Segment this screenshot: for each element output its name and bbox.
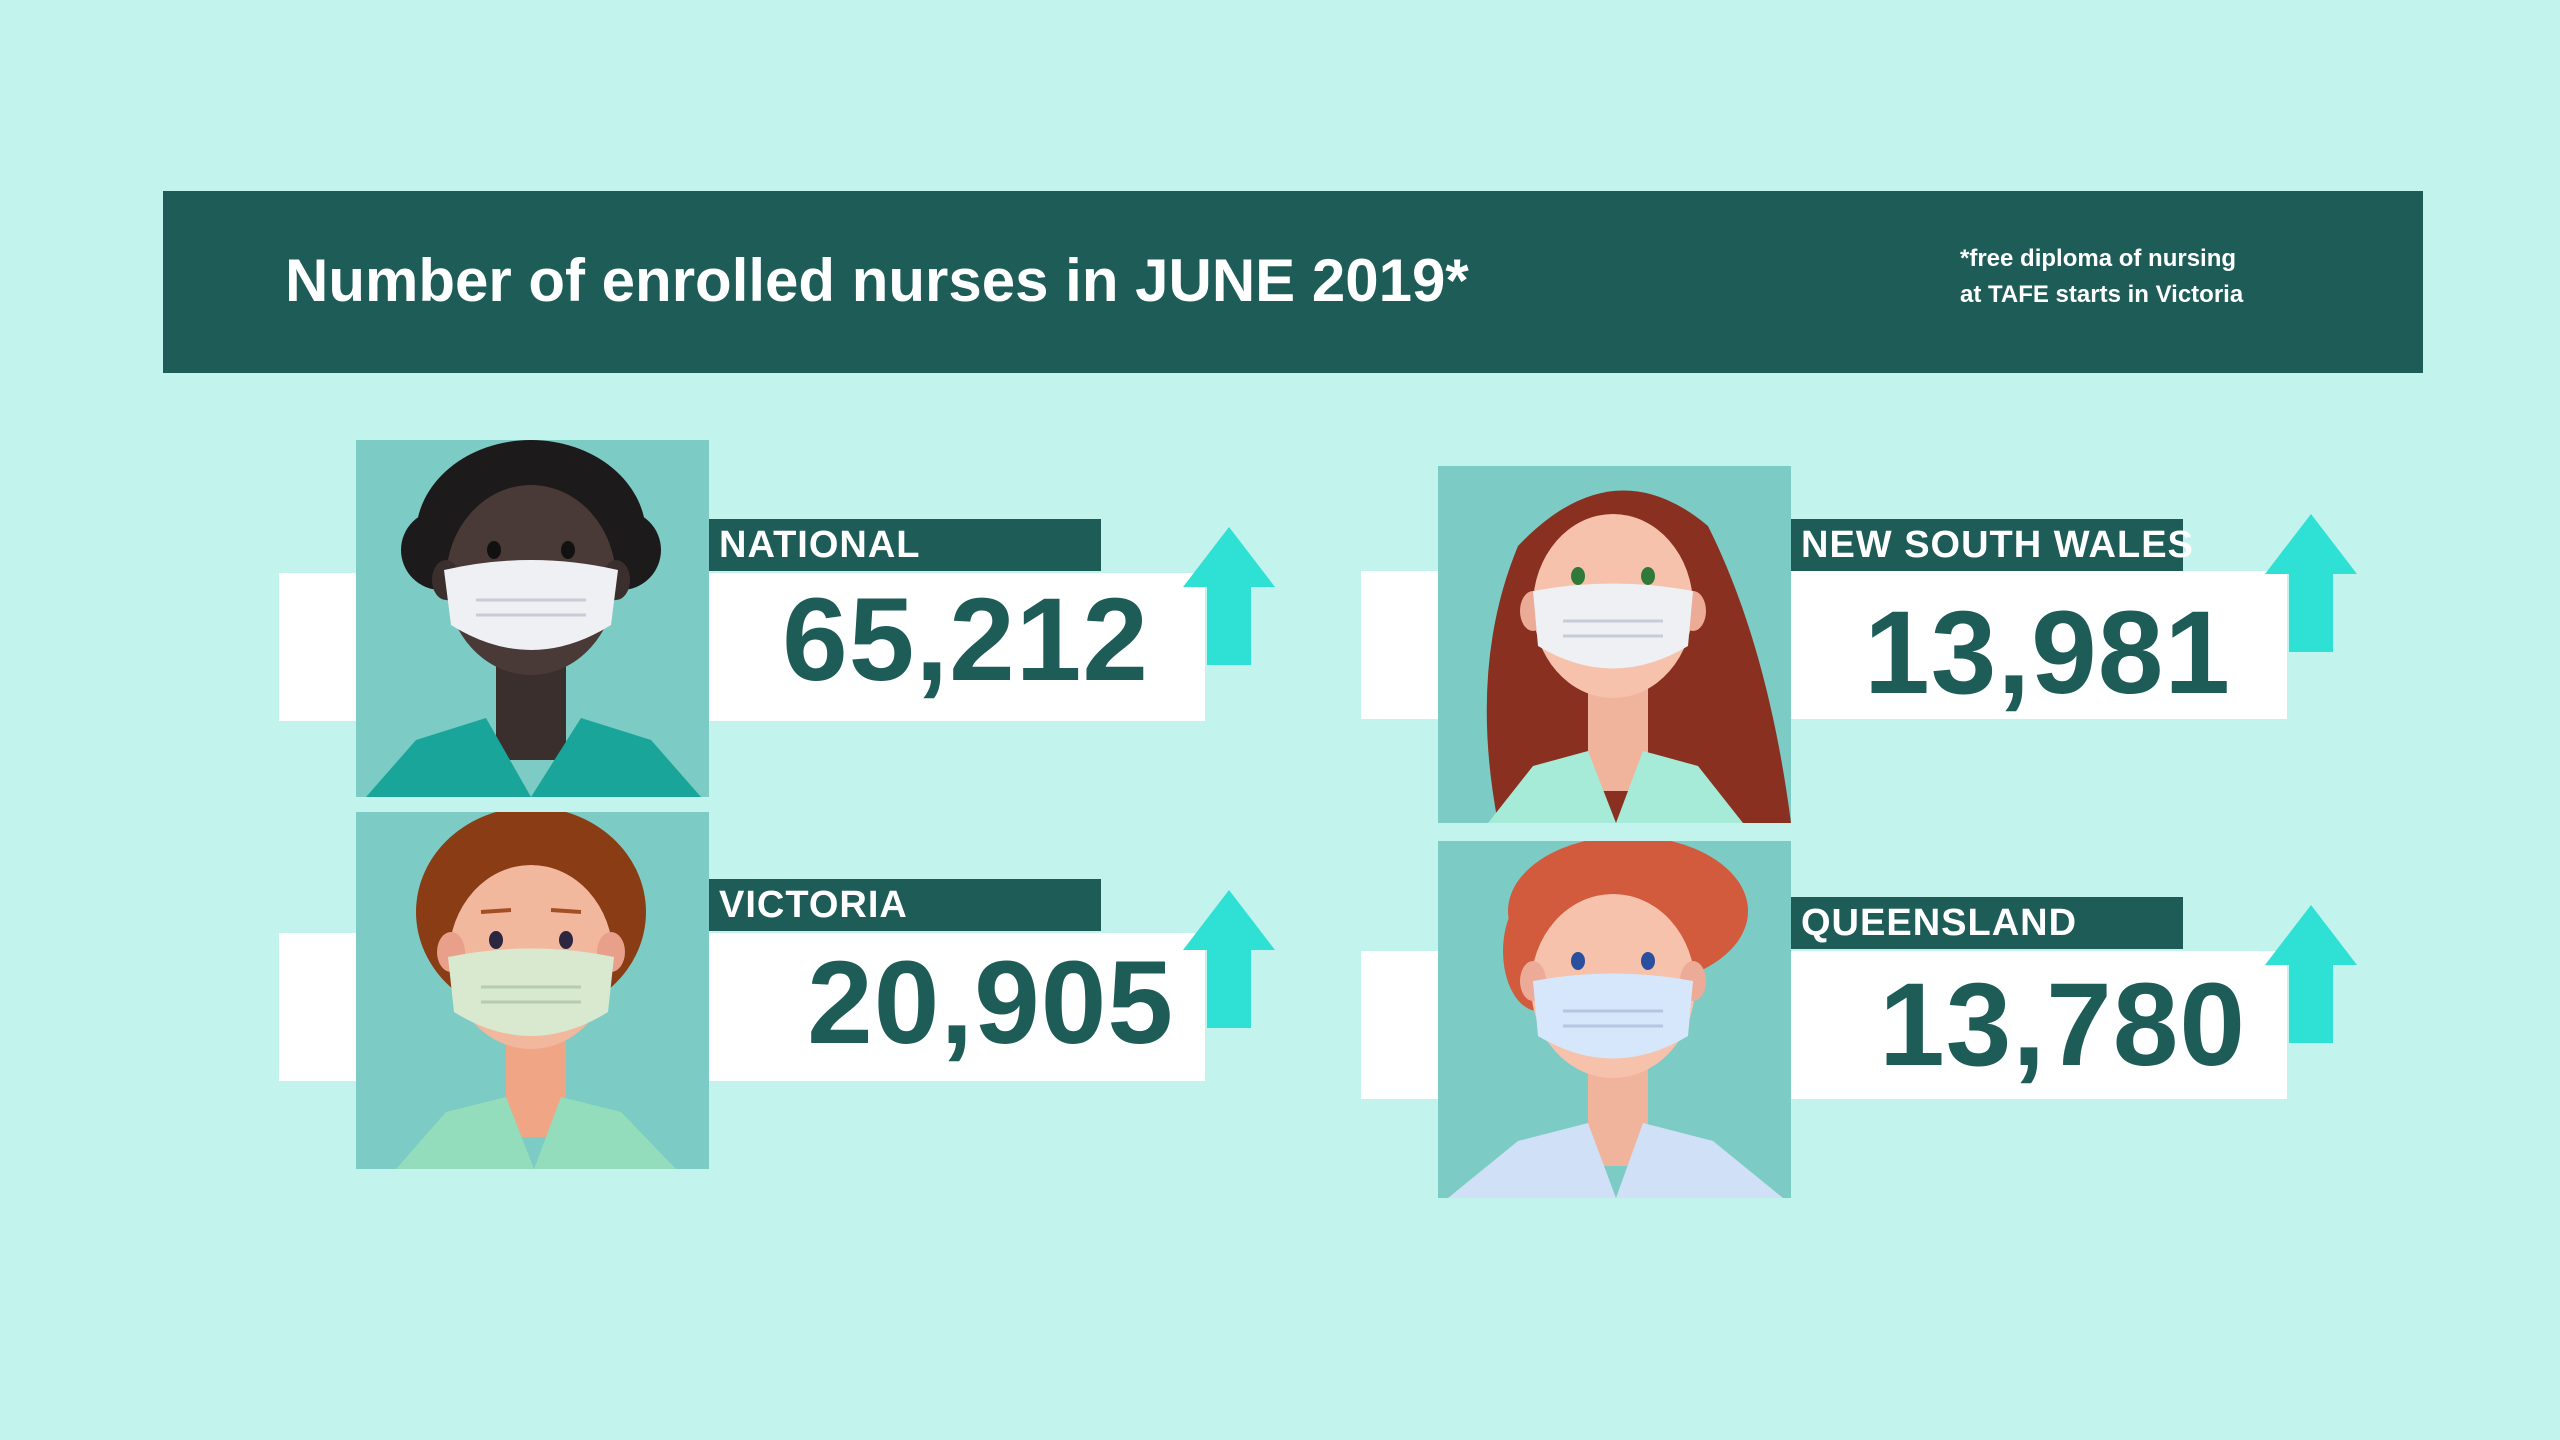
footnote-line-2: at TAFE starts in Victoria (1960, 281, 2244, 308)
nurse-portrait-icon (1438, 466, 1791, 823)
up-arrow-icon (1183, 527, 1275, 665)
footnote-line-1: *free diploma of nursing (1960, 245, 2237, 272)
up-arrow-icon (2265, 905, 2357, 1043)
stat-value: 65,212 (782, 574, 1149, 706)
up-arrow-icon (1183, 890, 1275, 1028)
nurse-portrait-icon (1438, 841, 1791, 1198)
stat-value: 20,905 (807, 937, 1174, 1069)
stat-value: 13,981 (1864, 587, 2231, 719)
nurse-portrait-icon (356, 812, 709, 1169)
region-label: NEW SOUTH WALES (1791, 519, 2193, 571)
page-title: Number of enrolled nurses in JUNE 2019* (285, 247, 1469, 314)
up-arrow-icon (2265, 514, 2357, 652)
region-label: QUEENSLAND (1791, 897, 2183, 949)
footnote: *free diploma of nursing at TAFE starts … (1960, 241, 2290, 313)
region-label: VICTORIA (709, 879, 1101, 931)
region-label: NATIONAL (709, 519, 1101, 571)
nurse-portrait-icon (356, 440, 709, 797)
stat-value: 13,780 (1879, 959, 2246, 1091)
header-banner: Number of enrolled nurses in JUNE 2019* … (163, 191, 2423, 373)
